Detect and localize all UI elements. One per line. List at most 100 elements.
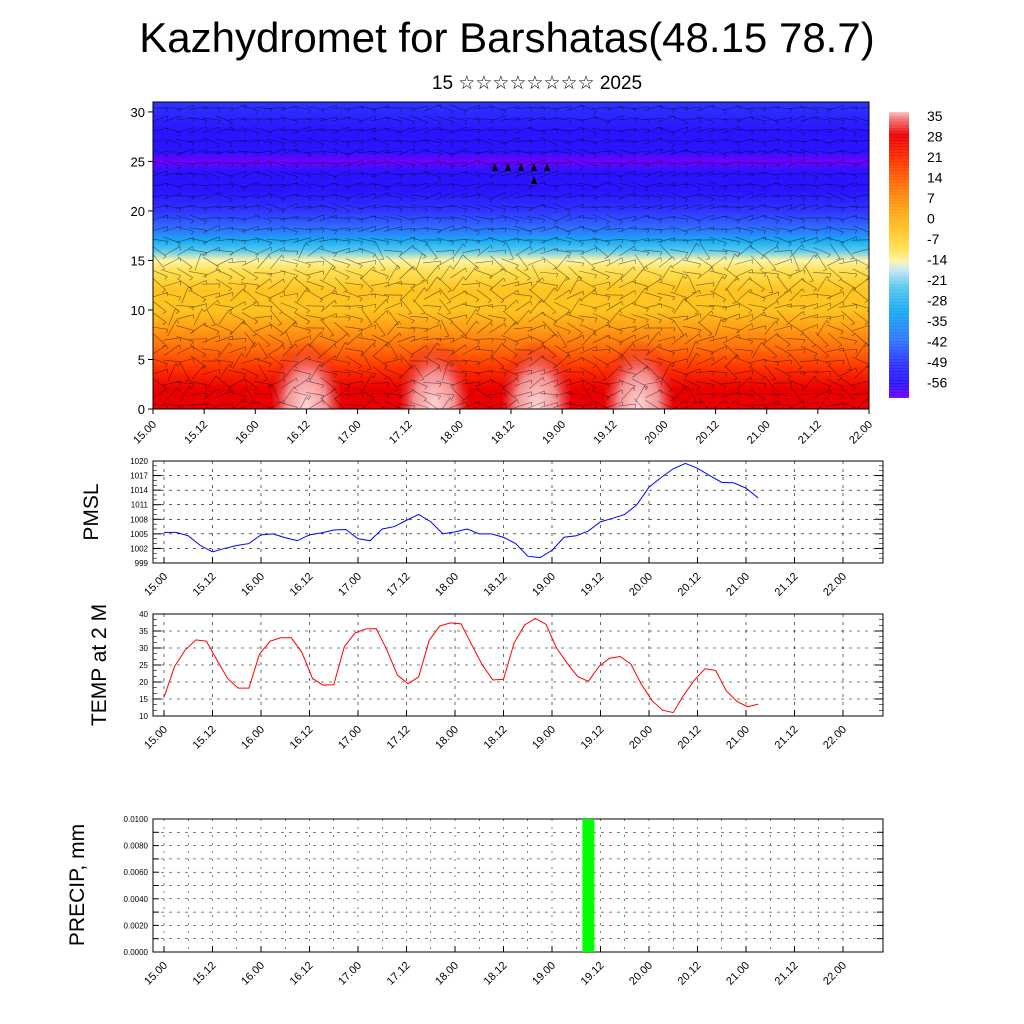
wind-barb bbox=[398, 344, 414, 356]
wind-barb-feather bbox=[322, 128, 325, 133]
wind-barb bbox=[631, 214, 649, 222]
wind-barb bbox=[384, 181, 402, 189]
wind-barb bbox=[267, 192, 285, 200]
wind-barb bbox=[670, 161, 688, 165]
wind-barb bbox=[163, 172, 181, 176]
wind-barb-feather bbox=[334, 344, 337, 348]
wind-barb bbox=[657, 281, 675, 287]
wind-barb bbox=[423, 216, 441, 220]
wind-barb bbox=[839, 117, 857, 121]
colorbar-label: -56 bbox=[927, 375, 947, 391]
wind-barb-feather bbox=[487, 300, 492, 303]
wind-barb bbox=[345, 238, 363, 242]
wind-barb-feather bbox=[269, 278, 272, 283]
wind-barb bbox=[280, 116, 298, 122]
wind-barb bbox=[774, 250, 792, 252]
wind-barb bbox=[566, 346, 584, 354]
wind-barb-feather bbox=[270, 315, 273, 320]
wind-barb bbox=[397, 403, 415, 407]
wind-barb bbox=[228, 117, 246, 121]
wind-barb bbox=[449, 204, 467, 210]
wind-barb-feather bbox=[384, 410, 387, 412]
wind-barb-feather bbox=[543, 345, 545, 350]
wind-barb bbox=[449, 226, 467, 232]
wind-barb-feather bbox=[776, 230, 780, 235]
wind-barb bbox=[592, 128, 610, 132]
x-tick-label: 20.00 bbox=[627, 571, 655, 599]
wind-barb bbox=[764, 375, 776, 391]
wind-barb-feather bbox=[270, 184, 273, 189]
wind-barb bbox=[682, 118, 702, 120]
wind-barb bbox=[709, 379, 727, 387]
wind-barb bbox=[813, 203, 831, 211]
wind-barb-feather bbox=[464, 373, 468, 378]
wind-barb-feather bbox=[722, 299, 727, 303]
wind-barb bbox=[176, 104, 194, 112]
wind-barb bbox=[696, 104, 714, 112]
wind-barb bbox=[475, 204, 493, 210]
wind-barb bbox=[683, 325, 701, 331]
wind-barb bbox=[424, 367, 440, 377]
wind-barb bbox=[475, 349, 493, 351]
wind-barb bbox=[218, 342, 230, 358]
wind-barb-feather bbox=[308, 330, 311, 334]
wind-barb bbox=[813, 193, 831, 199]
wind-barb-feather bbox=[437, 342, 440, 347]
wind-barb-feather bbox=[855, 260, 858, 265]
wind-barb bbox=[709, 205, 727, 209]
wind-barb bbox=[683, 401, 701, 409]
wind-barb-feather bbox=[748, 310, 753, 314]
wind-barb-feather bbox=[321, 196, 325, 201]
wind-barb bbox=[396, 206, 416, 208]
wind-barb bbox=[566, 138, 584, 144]
wind-barb bbox=[384, 358, 402, 364]
wind-barb-feather bbox=[530, 207, 533, 212]
wind-barb bbox=[228, 282, 246, 286]
wind-barb-feather bbox=[204, 120, 208, 124]
wind-barb-feather bbox=[513, 322, 517, 326]
wind-barb bbox=[674, 275, 684, 293]
wind-barb-feather bbox=[360, 208, 364, 213]
wind-barb-feather bbox=[433, 257, 438, 260]
wind-barb-feather bbox=[712, 293, 715, 298]
wind-barb bbox=[514, 293, 532, 297]
wind-barb bbox=[241, 160, 259, 166]
wind-barb bbox=[202, 324, 220, 332]
wind-barb-feather bbox=[621, 163, 624, 168]
wind-barb bbox=[657, 137, 675, 145]
wind-barb-feather bbox=[322, 118, 325, 123]
wind-barb-feather bbox=[447, 289, 452, 293]
wind-barb-feather bbox=[621, 295, 624, 300]
wind-barb bbox=[540, 368, 558, 376]
wind-barb-feather bbox=[763, 120, 767, 125]
wind-barb bbox=[423, 305, 441, 307]
wind-barb bbox=[202, 247, 220, 255]
wind-barb-feather bbox=[489, 275, 493, 280]
wind-barb bbox=[735, 236, 753, 244]
wind-barb bbox=[462, 359, 480, 363]
wind-barb bbox=[735, 162, 753, 164]
wind-barb-feather bbox=[268, 209, 272, 214]
wind-barb-feather bbox=[217, 119, 221, 124]
wind-barb-feather bbox=[738, 382, 741, 387]
wind-barb-feather bbox=[789, 186, 793, 191]
wind-barb-feather bbox=[202, 354, 206, 358]
wind-barb-feather bbox=[244, 301, 246, 306]
wind-barb-feather bbox=[296, 377, 298, 383]
wind-barb bbox=[307, 245, 323, 257]
wind-barb bbox=[360, 266, 374, 280]
wind-barb bbox=[358, 127, 376, 133]
wind-barb bbox=[283, 364, 295, 380]
wind-barb bbox=[293, 194, 311, 198]
wind-barb-feather bbox=[386, 219, 390, 224]
wind-barb bbox=[527, 127, 545, 133]
wind-barb-feather bbox=[659, 219, 663, 224]
wind-barb bbox=[374, 320, 386, 336]
wind-barb bbox=[620, 343, 634, 357]
wind-barb bbox=[410, 127, 428, 133]
wind-barb-feather bbox=[618, 354, 622, 358]
wind-barb-feather bbox=[229, 276, 233, 280]
wind-barb bbox=[462, 214, 480, 222]
wind-barb bbox=[215, 335, 233, 343]
wind-barb-feather bbox=[400, 108, 403, 113]
